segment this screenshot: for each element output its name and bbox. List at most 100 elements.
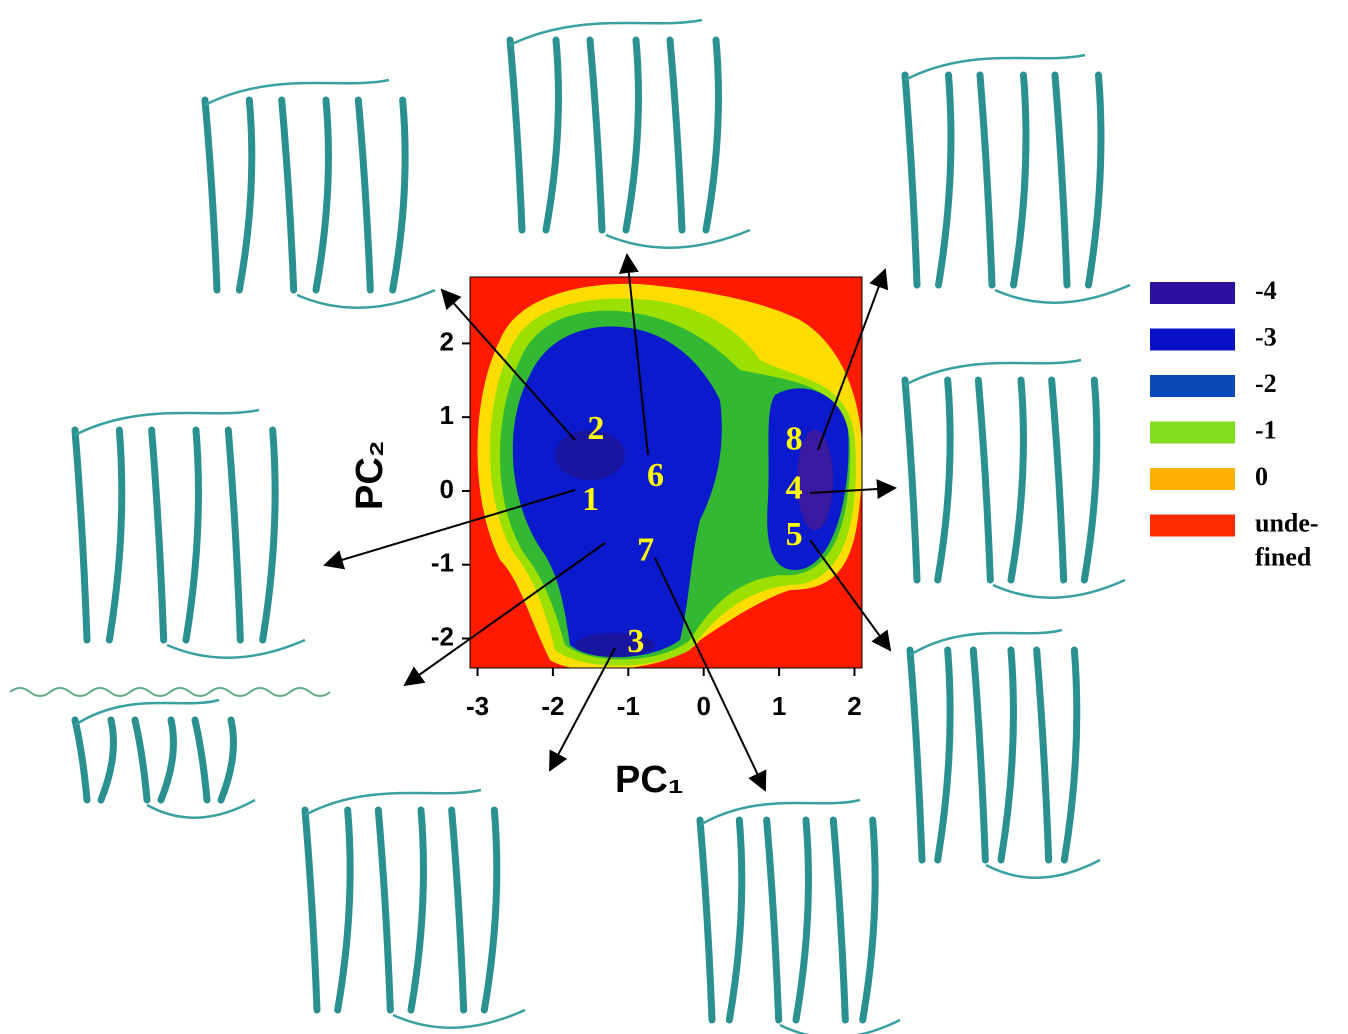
basin-label: 5 (786, 516, 803, 553)
legend-swatch (1150, 375, 1235, 397)
beta-strand (205, 100, 217, 290)
beta-strand (186, 430, 198, 640)
protein-structure (510, 20, 750, 248)
basin-label: 8 (786, 420, 803, 457)
energy-landscape (470, 277, 863, 670)
beta-strand (700, 820, 712, 1020)
figure: -3 -2 -1 0 1 2 -2 -1 0 1 2 2 1 6 7 3 8 4 5 PC₁ PC₂ -4 -3 -2 -… (0, 0, 1348, 1034)
beta-strand (152, 430, 164, 640)
legend-swatch (1150, 515, 1235, 537)
basin-label: 4 (786, 470, 803, 507)
protein-structure (205, 80, 435, 308)
x-tick-label: 0 (696, 691, 710, 721)
x-tick-label: 2 (847, 691, 861, 721)
legend: -4 -3 -2 -1 0 unde-fined (1150, 276, 1319, 572)
beta-strand (101, 720, 113, 800)
beta-strand (484, 810, 496, 1010)
basin-label: 2 (587, 410, 604, 447)
x-axis-label: PC₁ (615, 759, 684, 801)
beta-strand (1089, 75, 1101, 285)
beta-strand (833, 820, 845, 1020)
y-tick-label: 1 (440, 400, 454, 430)
basin-label: 7 (637, 532, 654, 569)
beta-strand (706, 40, 718, 230)
beta-strand (239, 100, 251, 290)
legend-swatch (1150, 422, 1235, 444)
legend-label: 0 (1255, 462, 1268, 491)
x-tick-label: 1 (772, 691, 786, 721)
beta-strand (980, 75, 992, 285)
beta-strand (796, 820, 808, 1020)
beta-strand (1052, 380, 1064, 580)
beta-strand (938, 380, 950, 580)
legend-swatch (1150, 329, 1235, 351)
beta-strand (626, 40, 638, 230)
protein-structure (905, 360, 1125, 598)
beta-strand (195, 720, 207, 800)
x-tick-label: -1 (617, 691, 640, 721)
legend-swatch (1150, 282, 1235, 304)
legend-label: -2 (1255, 369, 1277, 398)
beta-strand (1037, 650, 1049, 860)
beta-strand (729, 820, 741, 1020)
protein-structure (910, 630, 1100, 878)
beta-strand (411, 810, 423, 1010)
beta-strand (378, 810, 390, 1010)
legend-label: -4 (1255, 276, 1277, 305)
beta-strand (1055, 75, 1067, 285)
beta-strand (767, 820, 779, 1020)
y-tick-label: 2 (440, 326, 454, 356)
basin-label: 3 (627, 623, 644, 660)
beta-strand (393, 100, 405, 290)
legend-label: fined (1255, 542, 1312, 571)
beta-strand (939, 75, 951, 285)
beta-strand (1064, 650, 1076, 860)
protein-structure (305, 790, 525, 1028)
legend-swatch (1150, 468, 1235, 490)
beta-strand (221, 720, 233, 800)
beta-strand (1084, 380, 1096, 580)
y-tick-label: 0 (440, 474, 454, 504)
legend-label: -1 (1255, 415, 1277, 444)
y-axis-label: PC₂ (349, 440, 391, 510)
beta-strand (282, 100, 294, 290)
protein-structure (905, 55, 1130, 303)
basin-label: 1 (582, 481, 599, 518)
beta-strand (109, 430, 121, 640)
beta-strand (590, 40, 602, 230)
beta-strand (263, 430, 275, 640)
beta-strand (358, 100, 370, 290)
beta-strand (546, 40, 558, 230)
beta-strand (305, 810, 317, 1010)
legend-label: unde- (1255, 508, 1319, 537)
beta-strand (973, 650, 985, 860)
beta-strand (863, 820, 875, 1020)
beta-strand (338, 810, 350, 1010)
beta-strand (1001, 650, 1013, 860)
protein-structure (700, 800, 900, 1034)
beta-strand (135, 720, 147, 800)
helix (10, 688, 330, 696)
beta-strand (905, 75, 917, 285)
beta-strand (75, 720, 87, 800)
beta-strand (905, 380, 917, 580)
beta-strand (510, 40, 522, 230)
beta-strand (161, 720, 173, 800)
beta-strand (938, 650, 950, 860)
beta-strand (978, 380, 990, 580)
legend-label: -3 (1255, 322, 1277, 351)
protein-structure (75, 700, 255, 818)
beta-strand (316, 100, 328, 290)
basin-label: 6 (647, 457, 664, 494)
y-tick-label: -1 (431, 548, 454, 578)
beta-strand (75, 430, 87, 640)
beta-strand (228, 430, 240, 640)
beta-strand (910, 650, 922, 860)
beta-strand (670, 40, 682, 230)
protein-structure (75, 410, 305, 658)
x-tick-label: -3 (466, 691, 489, 721)
beta-strand (1011, 380, 1023, 580)
y-tick-label: -2 (431, 621, 454, 651)
beta-strand (452, 810, 464, 1010)
beta-strand (1014, 75, 1026, 285)
